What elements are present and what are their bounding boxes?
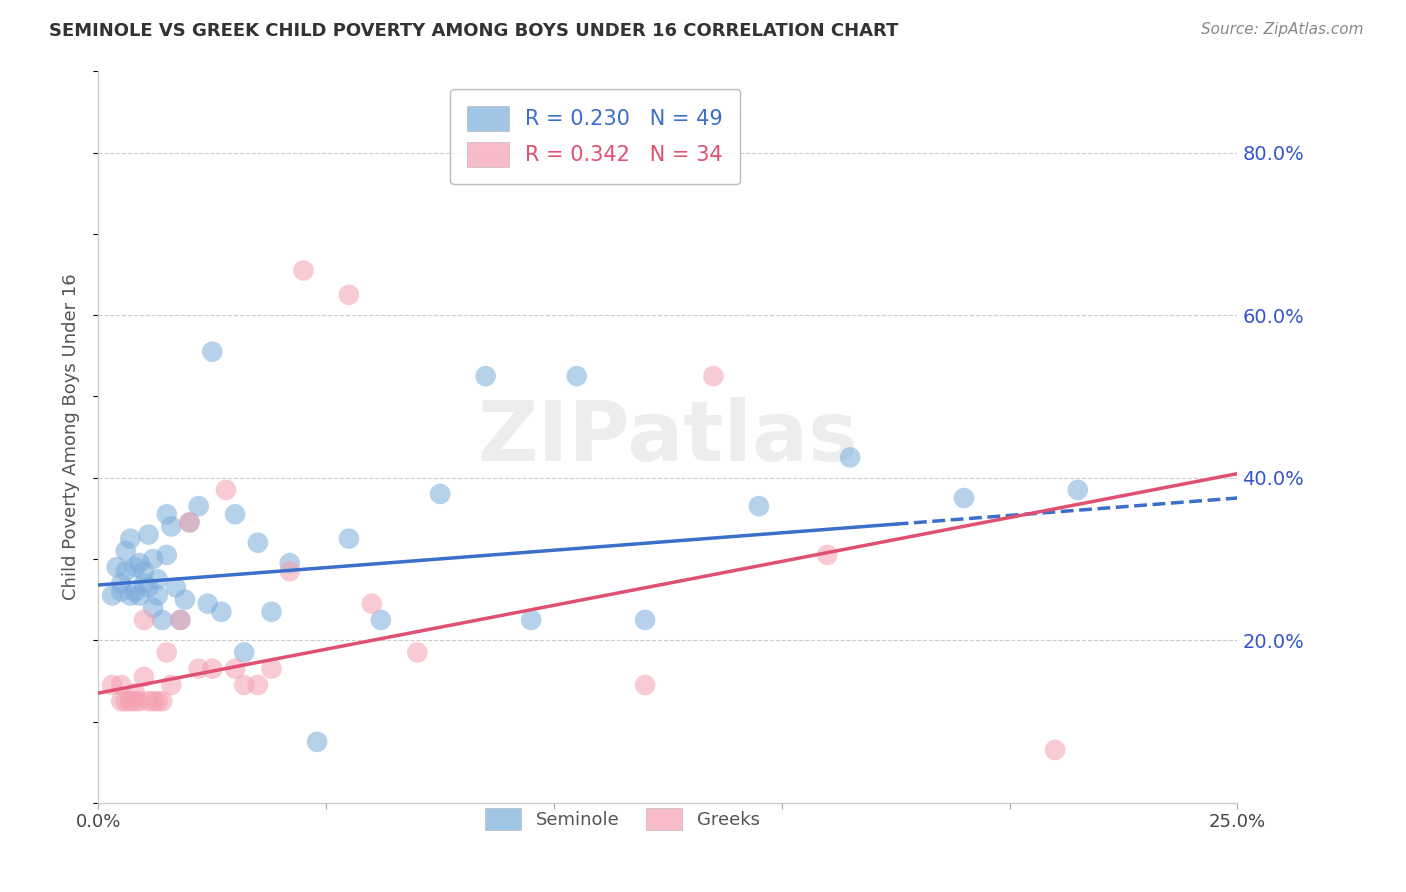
Point xyxy=(105,560,128,574)
Point xyxy=(429,487,451,501)
Point xyxy=(110,584,132,599)
Point xyxy=(233,645,256,659)
Point xyxy=(101,589,124,603)
Point xyxy=(132,576,155,591)
Y-axis label: Child Poverty Among Boys Under 16: Child Poverty Among Boys Under 16 xyxy=(62,274,80,600)
Point xyxy=(124,686,146,700)
Point xyxy=(120,694,142,708)
Point xyxy=(138,527,160,541)
Point xyxy=(406,645,429,659)
Point xyxy=(156,645,179,659)
Point xyxy=(138,694,160,708)
Point xyxy=(337,532,360,546)
Point xyxy=(110,694,132,708)
Text: ZIPatlas: ZIPatlas xyxy=(478,397,858,477)
Point xyxy=(179,516,201,530)
Point xyxy=(748,499,770,513)
Point xyxy=(187,499,209,513)
Point xyxy=(337,288,360,302)
Point xyxy=(110,678,132,692)
Point xyxy=(142,552,165,566)
Point xyxy=(110,576,132,591)
Point xyxy=(201,344,224,359)
Point xyxy=(132,670,155,684)
Point xyxy=(1067,483,1090,497)
Point xyxy=(634,678,657,692)
Point xyxy=(160,678,183,692)
Point xyxy=(114,544,136,558)
Point xyxy=(278,564,301,578)
Point xyxy=(565,369,588,384)
Point xyxy=(165,581,187,595)
Point xyxy=(953,491,976,505)
Point xyxy=(156,548,179,562)
Point xyxy=(278,556,301,570)
Point xyxy=(246,678,269,692)
Legend: Seminole, Greeks: Seminole, Greeks xyxy=(478,801,768,838)
Point xyxy=(169,613,191,627)
Point xyxy=(146,694,169,708)
Point xyxy=(120,532,142,546)
Point xyxy=(150,613,173,627)
Point xyxy=(815,548,838,562)
Point xyxy=(634,613,657,627)
Point xyxy=(128,556,150,570)
Point xyxy=(160,519,183,533)
Point xyxy=(839,450,862,465)
Point xyxy=(101,678,124,692)
Point xyxy=(215,483,238,497)
Point xyxy=(370,613,392,627)
Point xyxy=(169,613,191,627)
Point xyxy=(246,535,269,549)
Point xyxy=(114,694,136,708)
Point xyxy=(124,560,146,574)
Point xyxy=(128,694,150,708)
Point xyxy=(114,564,136,578)
Point xyxy=(260,605,283,619)
Point xyxy=(197,597,219,611)
Point xyxy=(201,662,224,676)
Point xyxy=(150,694,173,708)
Point xyxy=(307,735,329,749)
Point xyxy=(360,597,382,611)
Point xyxy=(260,662,283,676)
Point xyxy=(174,592,197,607)
Text: Source: ZipAtlas.com: Source: ZipAtlas.com xyxy=(1201,22,1364,37)
Text: SEMINOLE VS GREEK CHILD POVERTY AMONG BOYS UNDER 16 CORRELATION CHART: SEMINOLE VS GREEK CHILD POVERTY AMONG BO… xyxy=(49,22,898,40)
Point xyxy=(138,581,160,595)
Point xyxy=(124,694,146,708)
Point xyxy=(1043,743,1066,757)
Point xyxy=(474,369,496,384)
Point xyxy=(179,516,201,530)
Point xyxy=(156,508,179,522)
Point xyxy=(224,508,246,522)
Point xyxy=(142,600,165,615)
Point xyxy=(292,263,315,277)
Point xyxy=(187,662,209,676)
Point xyxy=(224,662,246,676)
Point xyxy=(124,584,146,599)
Point xyxy=(146,572,169,586)
Point xyxy=(702,369,724,384)
Point xyxy=(146,589,169,603)
Point xyxy=(128,589,150,603)
Point xyxy=(142,694,165,708)
Point xyxy=(132,613,155,627)
Point xyxy=(209,605,232,619)
Point xyxy=(132,564,155,578)
Point xyxy=(520,613,543,627)
Point xyxy=(233,678,256,692)
Point xyxy=(120,589,142,603)
